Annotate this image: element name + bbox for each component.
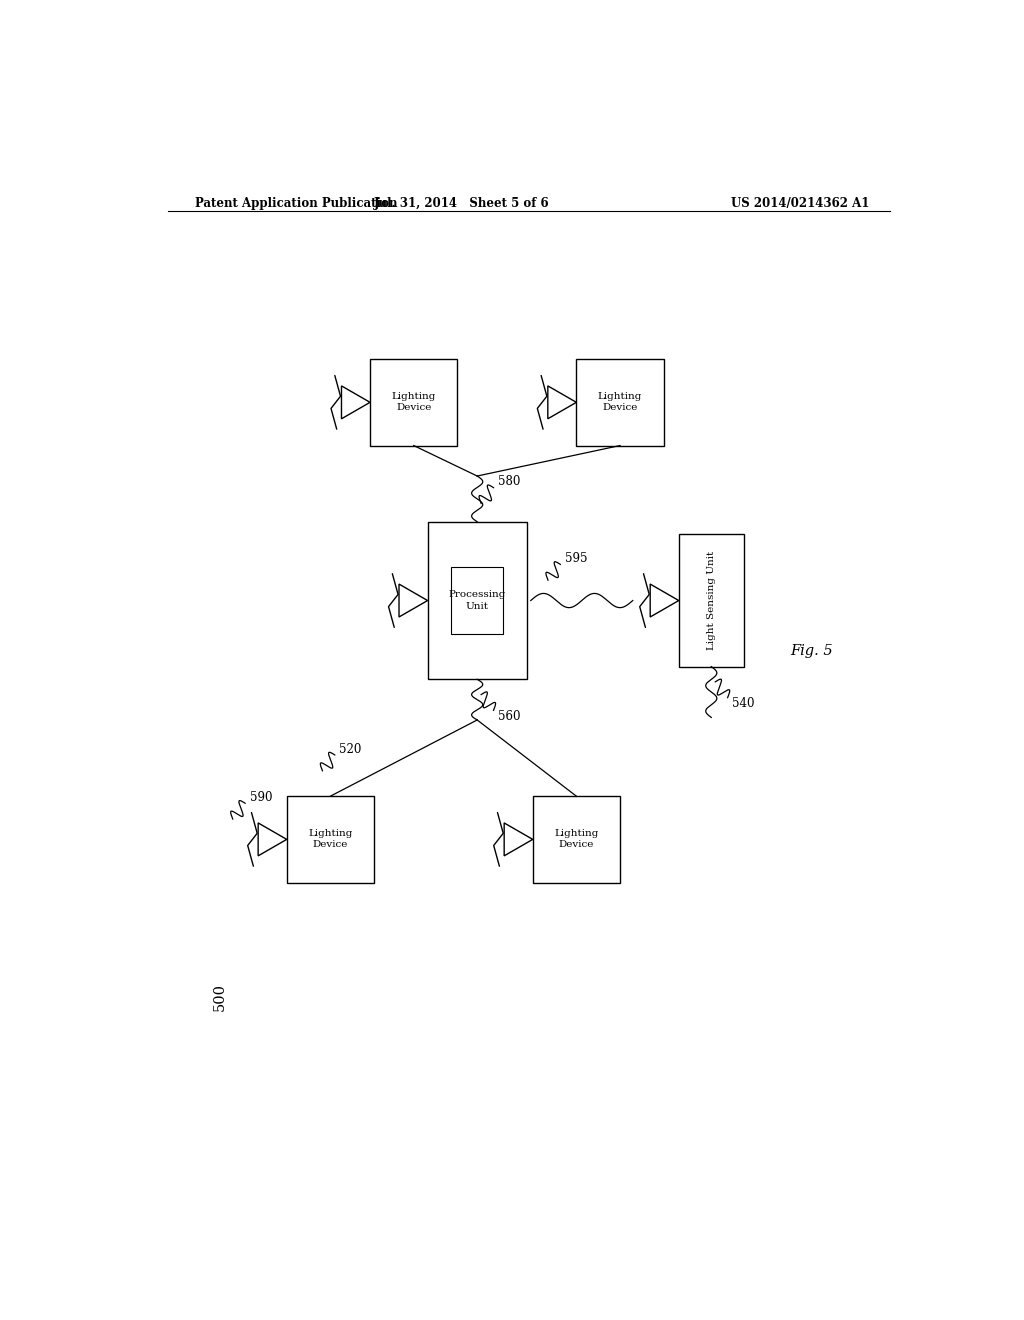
Text: 595: 595	[565, 552, 588, 565]
Text: 520: 520	[339, 743, 361, 756]
Text: 580: 580	[498, 475, 520, 488]
Text: Lighting
Device: Lighting Device	[391, 392, 436, 412]
Bar	[577, 359, 664, 446]
Text: Lighting
Device: Lighting Device	[308, 829, 352, 850]
Text: Lighting
Device: Lighting Device	[554, 829, 599, 850]
Text: 540: 540	[732, 697, 755, 710]
Text: Jul. 31, 2014   Sheet 5 of 6: Jul. 31, 2014 Sheet 5 of 6	[374, 197, 549, 210]
Text: Lighting
Device: Lighting Device	[598, 392, 642, 412]
Text: 590: 590	[250, 791, 272, 804]
Text: 500: 500	[213, 983, 227, 1011]
Bar	[428, 521, 526, 680]
Text: Processing
Unit: Processing Unit	[449, 590, 506, 611]
Bar	[370, 359, 458, 446]
Bar	[532, 796, 620, 883]
Bar	[679, 535, 743, 667]
Text: 560: 560	[498, 710, 520, 722]
Text: US 2014/0214362 A1: US 2014/0214362 A1	[731, 197, 869, 210]
Text: Patent Application Publication: Patent Application Publication	[196, 197, 398, 210]
Text: Light Sensing Unit: Light Sensing Unit	[707, 550, 716, 651]
Text: Fig. 5: Fig. 5	[791, 644, 834, 659]
Bar	[452, 568, 503, 634]
Bar	[287, 796, 374, 883]
